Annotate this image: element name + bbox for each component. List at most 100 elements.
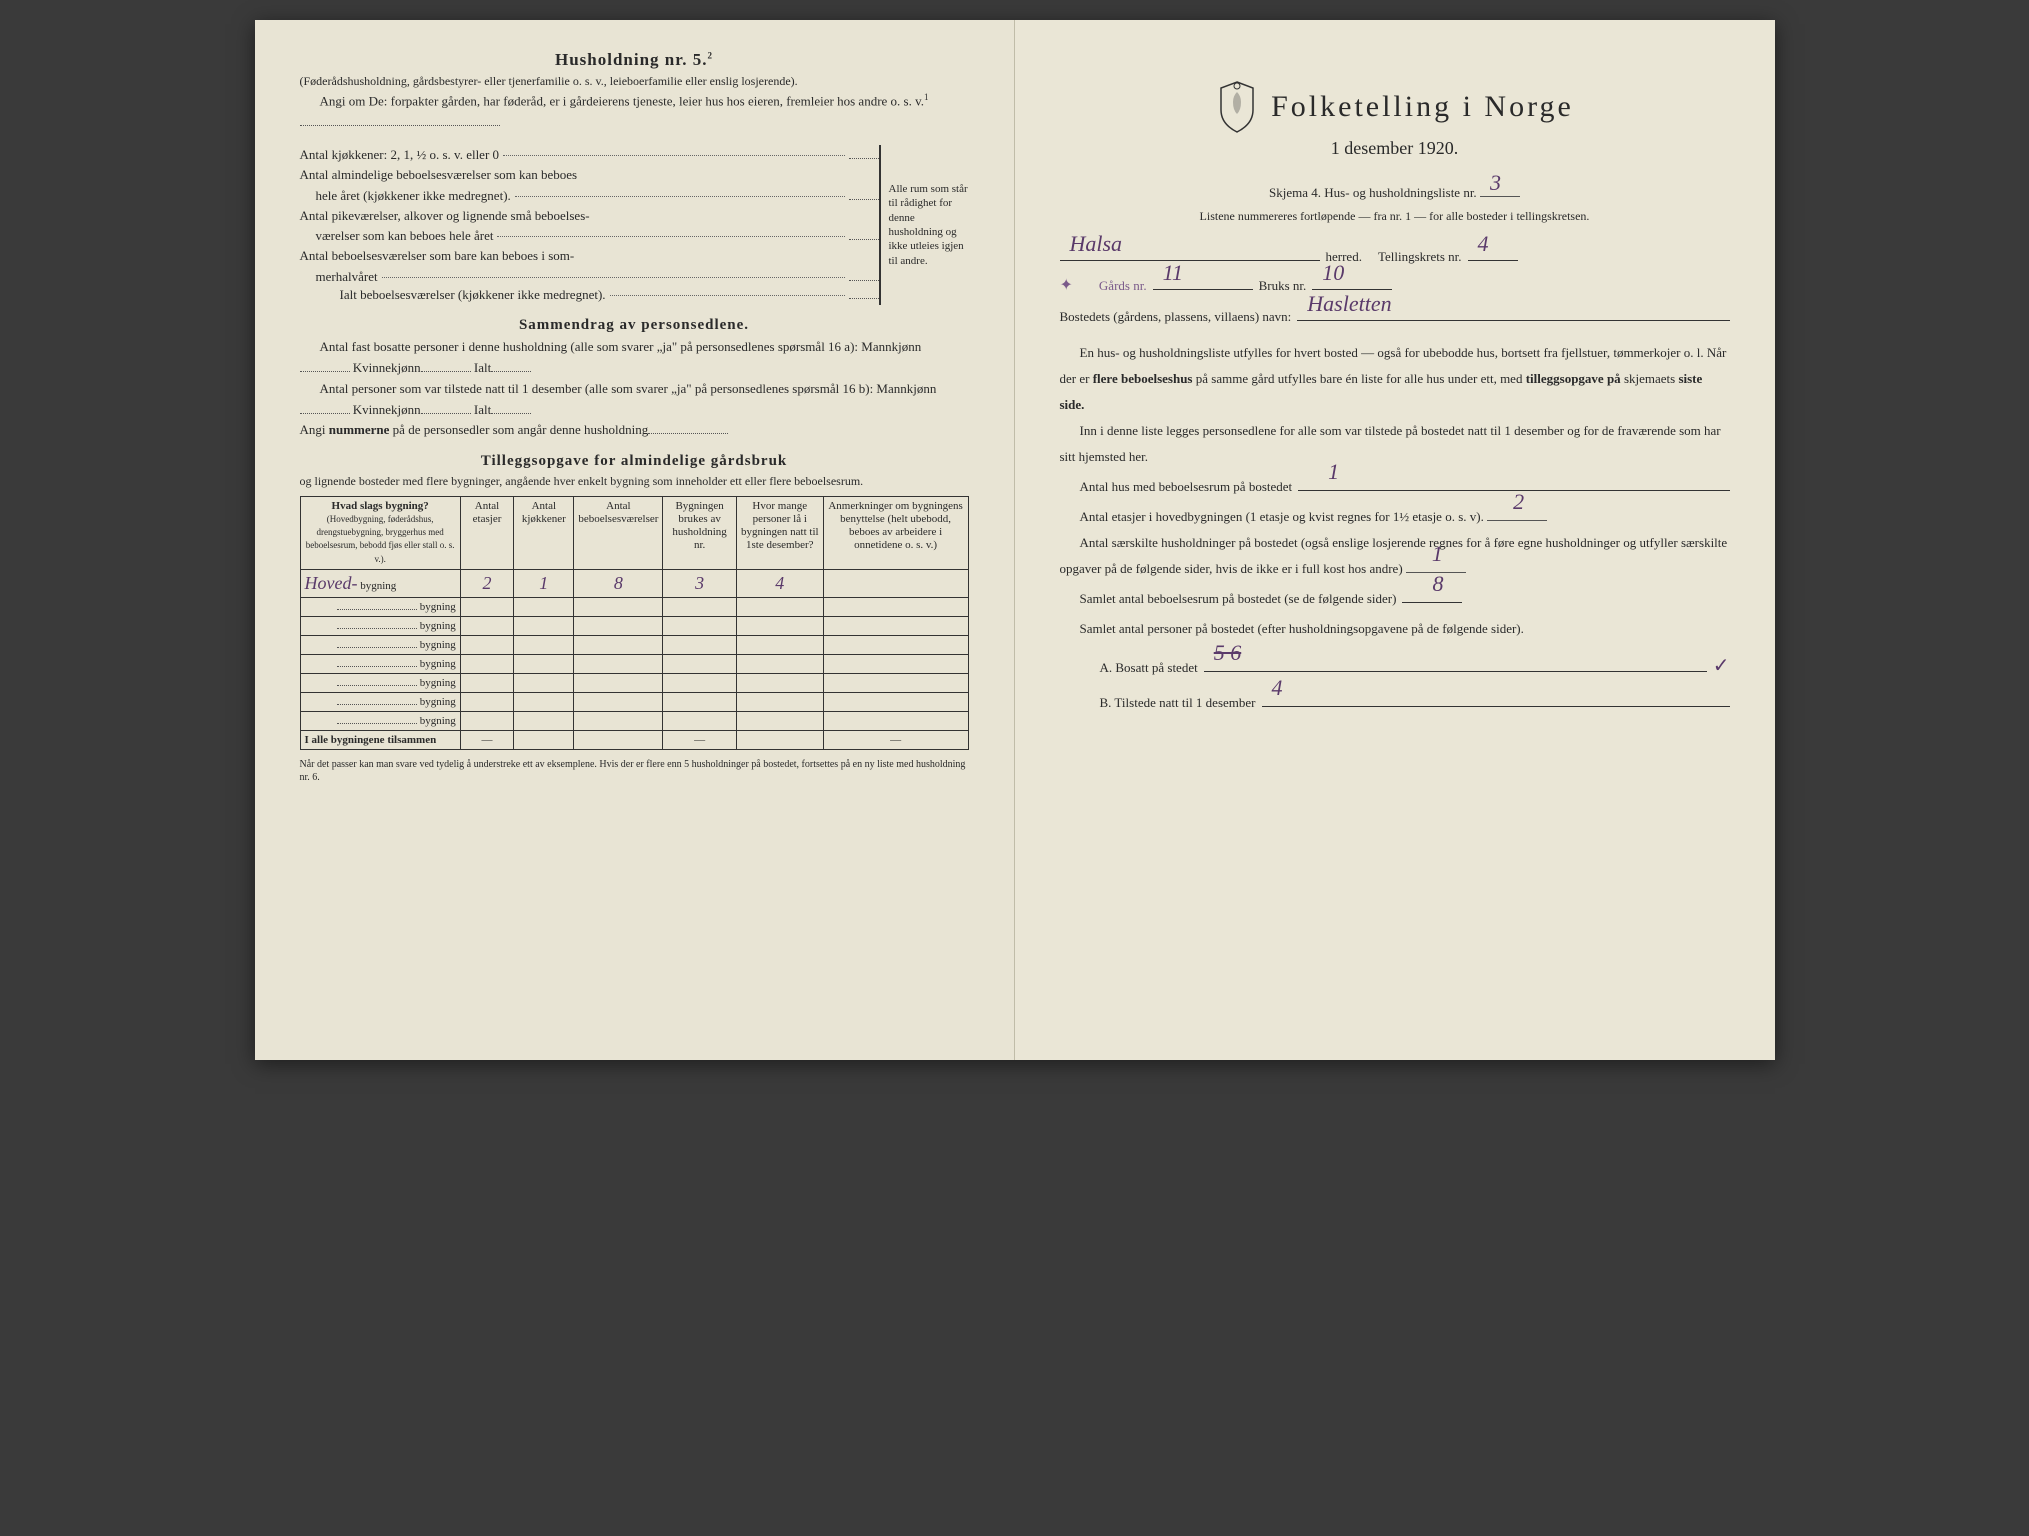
row5: Ialt beboelsesværelser (kjøkkener ikke m… xyxy=(300,287,606,303)
row2b: hele året (kjøkkener ikke medregnet). xyxy=(300,188,511,204)
bosted-lbl: Bostedets (gårdens, plassens, villaens) … xyxy=(1060,305,1292,328)
sum-p1c: Ialt xyxy=(474,360,491,375)
para2: Inn i denne liste legges personsedlene f… xyxy=(1060,418,1730,470)
schema-lbl: Skjema 4. Hus- og husholdningsliste nr. xyxy=(1269,185,1477,200)
qA-val: 5 6 xyxy=(1214,631,1242,675)
row1: Antal kjøkkener: 2, 1, ½ o. s. v. eller … xyxy=(300,147,500,163)
val-bebo: 8 xyxy=(574,569,663,597)
qB-lbl: B. Tilstede natt til 1 desember xyxy=(1100,690,1256,716)
summary-heading: Sammendrag av personsedlene. xyxy=(300,317,969,334)
val-personer: 4 xyxy=(736,569,823,597)
q3-line: Antal særskilte husholdninger på bostede… xyxy=(1060,530,1730,582)
stamp-mark: ✦ xyxy=(1060,272,1073,301)
p1b-rest2: skjemaets xyxy=(1624,371,1675,386)
col6-head: Hvor mange personer lå i bygningen natt … xyxy=(736,496,823,569)
para1-text: En hus- og husholdningsliste utfylles fo… xyxy=(1080,345,1704,360)
col5-head: Bygningen brukes av husholdning nr. xyxy=(663,496,736,569)
bruks-lbl: Bruks nr. xyxy=(1259,274,1307,297)
col1-h: Hvad slags bygning? xyxy=(332,500,429,512)
herred-line: Halsa herred. Tellingskrets nr. 4 xyxy=(1060,245,1730,268)
hoved-hw: Hoved- xyxy=(305,573,358,593)
document-spread: Husholdning nr. 5.2 (Føderådshusholdning… xyxy=(255,20,1775,1060)
row-lbl: bygning xyxy=(420,601,456,613)
bosted-val: Hasletten xyxy=(1307,284,1391,324)
sum-p2b: Kvinnekjønn xyxy=(353,402,421,417)
col4-head: Antal beboelsesværelser xyxy=(574,496,663,569)
table-row: bygning xyxy=(300,711,968,730)
row-lbl: bygning xyxy=(420,620,456,632)
sum-p3-rest: på de personsedler som angår denne husho… xyxy=(393,422,649,437)
para1: En hus- og husholdningsliste utfylles fo… xyxy=(1060,340,1730,418)
herred-val: Halsa xyxy=(1070,224,1123,264)
h5-sup1: 1 xyxy=(924,92,929,102)
krets-lbl: Tellingskrets nr. xyxy=(1378,245,1462,268)
q1-val: 1 xyxy=(1308,450,1339,494)
schema-val: 3 xyxy=(1490,165,1501,200)
q5-line: Samlet antal personer på bostedet (efter… xyxy=(1060,616,1730,642)
row-lbl: bygning xyxy=(420,677,456,689)
q2-lbl: Antal etasjer i hovedbygningen (1 etasje… xyxy=(1080,509,1484,524)
household5-heading: Husholdning nr. 5.2 xyxy=(300,50,969,70)
table-row: bygning xyxy=(300,654,968,673)
bosted-line: Bostedets (gårdens, plassens, villaens) … xyxy=(1060,305,1730,328)
col1-sub: (Hovedbygning, føderådshus, drengstuebyg… xyxy=(306,514,455,564)
h5-para2-lead: Angi om De: xyxy=(320,93,388,108)
sum-p1b: Kvinnekjønn xyxy=(353,360,421,375)
title-row: Folketelling i Norge xyxy=(1060,80,1730,134)
row2a: Antal almindelige beboelsesværelser som … xyxy=(300,165,879,186)
checkmark-icon: ✓ xyxy=(1713,646,1730,686)
col1-head: Hvad slags bygning? (Hovedbygning, føder… xyxy=(300,496,460,569)
table-row: bygning xyxy=(300,635,968,654)
q1-lbl: Antal hus med beboelsesrum på bostedet xyxy=(1060,474,1293,500)
left-footnote: Når det passer kan man svare ved tydelig… xyxy=(300,758,969,784)
blank-line xyxy=(300,125,500,126)
row4b: merhalvåret xyxy=(300,269,378,285)
q2-val: 2 xyxy=(1493,480,1524,524)
h5-sup: 2 xyxy=(708,50,714,60)
row-lbl: bygning xyxy=(420,715,456,727)
farm-table: Hvad slags bygning? (Hovedbygning, føder… xyxy=(300,496,969,750)
table-row: bygning xyxy=(300,597,968,616)
p1b-bold: flere beboelseshus xyxy=(1093,371,1193,386)
table-header-row: Hvad slags bygning? (Hovedbygning, føder… xyxy=(300,496,968,569)
tillegg-sub: og lignende bosteder med flere bygninger… xyxy=(300,473,969,490)
gards-line: ✦ Gårds nr. 11 Bruks nr. 10 xyxy=(1060,272,1730,301)
rooms-group: Antal kjøkkener: 2, 1, ½ o. s. v. eller … xyxy=(300,145,969,305)
q4-line: Samlet antal beboelsesrum på bostedet (s… xyxy=(1060,586,1730,612)
q4-val: 8 xyxy=(1412,562,1443,606)
col7-head: Anmerkninger om bygningens benyttelse (h… xyxy=(823,496,968,569)
crest-icon xyxy=(1215,80,1259,134)
gards-lbl: Gårds nr. xyxy=(1099,274,1147,297)
q1-line: Antal hus med beboelsesrum på bostedet 1 xyxy=(1060,474,1730,500)
sum-p2: Antal personer som var tilstede natt til… xyxy=(320,381,937,396)
val-kjokken: 1 xyxy=(514,569,574,597)
main-title: Folketelling i Norge xyxy=(1271,90,1574,124)
row4a: Antal beboelsesværelser som bare kan beb… xyxy=(300,246,879,267)
row-lbl: bygning xyxy=(420,696,456,708)
col2-head: Antal etasjer xyxy=(460,496,513,569)
sum-p3-lead: Angi xyxy=(300,422,326,437)
sum-p2c: Ialt xyxy=(474,402,491,417)
table-row: Hoved- bygning 2 1 8 3 4 xyxy=(300,569,968,597)
row3b: værelser som kan beboes hele året xyxy=(300,228,494,244)
q4-lbl: Samlet antal beboelsesrum på bostedet (s… xyxy=(1060,586,1397,612)
qB-val: 4 xyxy=(1272,666,1283,710)
total-lbl: I alle bygningene tilsammen xyxy=(305,734,437,746)
row-lbl: bygning xyxy=(420,639,456,651)
col3-head: Antal kjøkkener xyxy=(514,496,574,569)
row-lbl: bygning xyxy=(420,658,456,670)
table-row: bygning xyxy=(300,673,968,692)
sum-p3-bold: nummerne xyxy=(329,422,390,437)
h5-title: Husholdning nr. 5. xyxy=(555,50,708,69)
row3a: Antal pikeværelser, alkover og lignende … xyxy=(300,206,879,227)
val-hushold: 3 xyxy=(663,569,736,597)
schema-line: Skjema 4. Hus- og husholdningsliste nr. … xyxy=(1060,183,1730,204)
subtitle: 1 desember 1920. xyxy=(1060,138,1730,159)
summary-p1: Antal fast bosatte personer i denne hush… xyxy=(300,337,969,379)
bracket-note: Alle rum som står til rådighet for denne… xyxy=(879,145,969,305)
p1b-bold2: tilleggsopgave på xyxy=(1526,371,1621,386)
krets-val: 4 xyxy=(1478,224,1489,264)
h5-para2: Angi om De: forpakter gården, har føderå… xyxy=(300,90,969,133)
h5-para2-rest: forpakter gården, har føderåd, er i gård… xyxy=(391,93,924,108)
liste-note: Listene nummereres fortløpende — fra nr.… xyxy=(1060,208,1730,225)
